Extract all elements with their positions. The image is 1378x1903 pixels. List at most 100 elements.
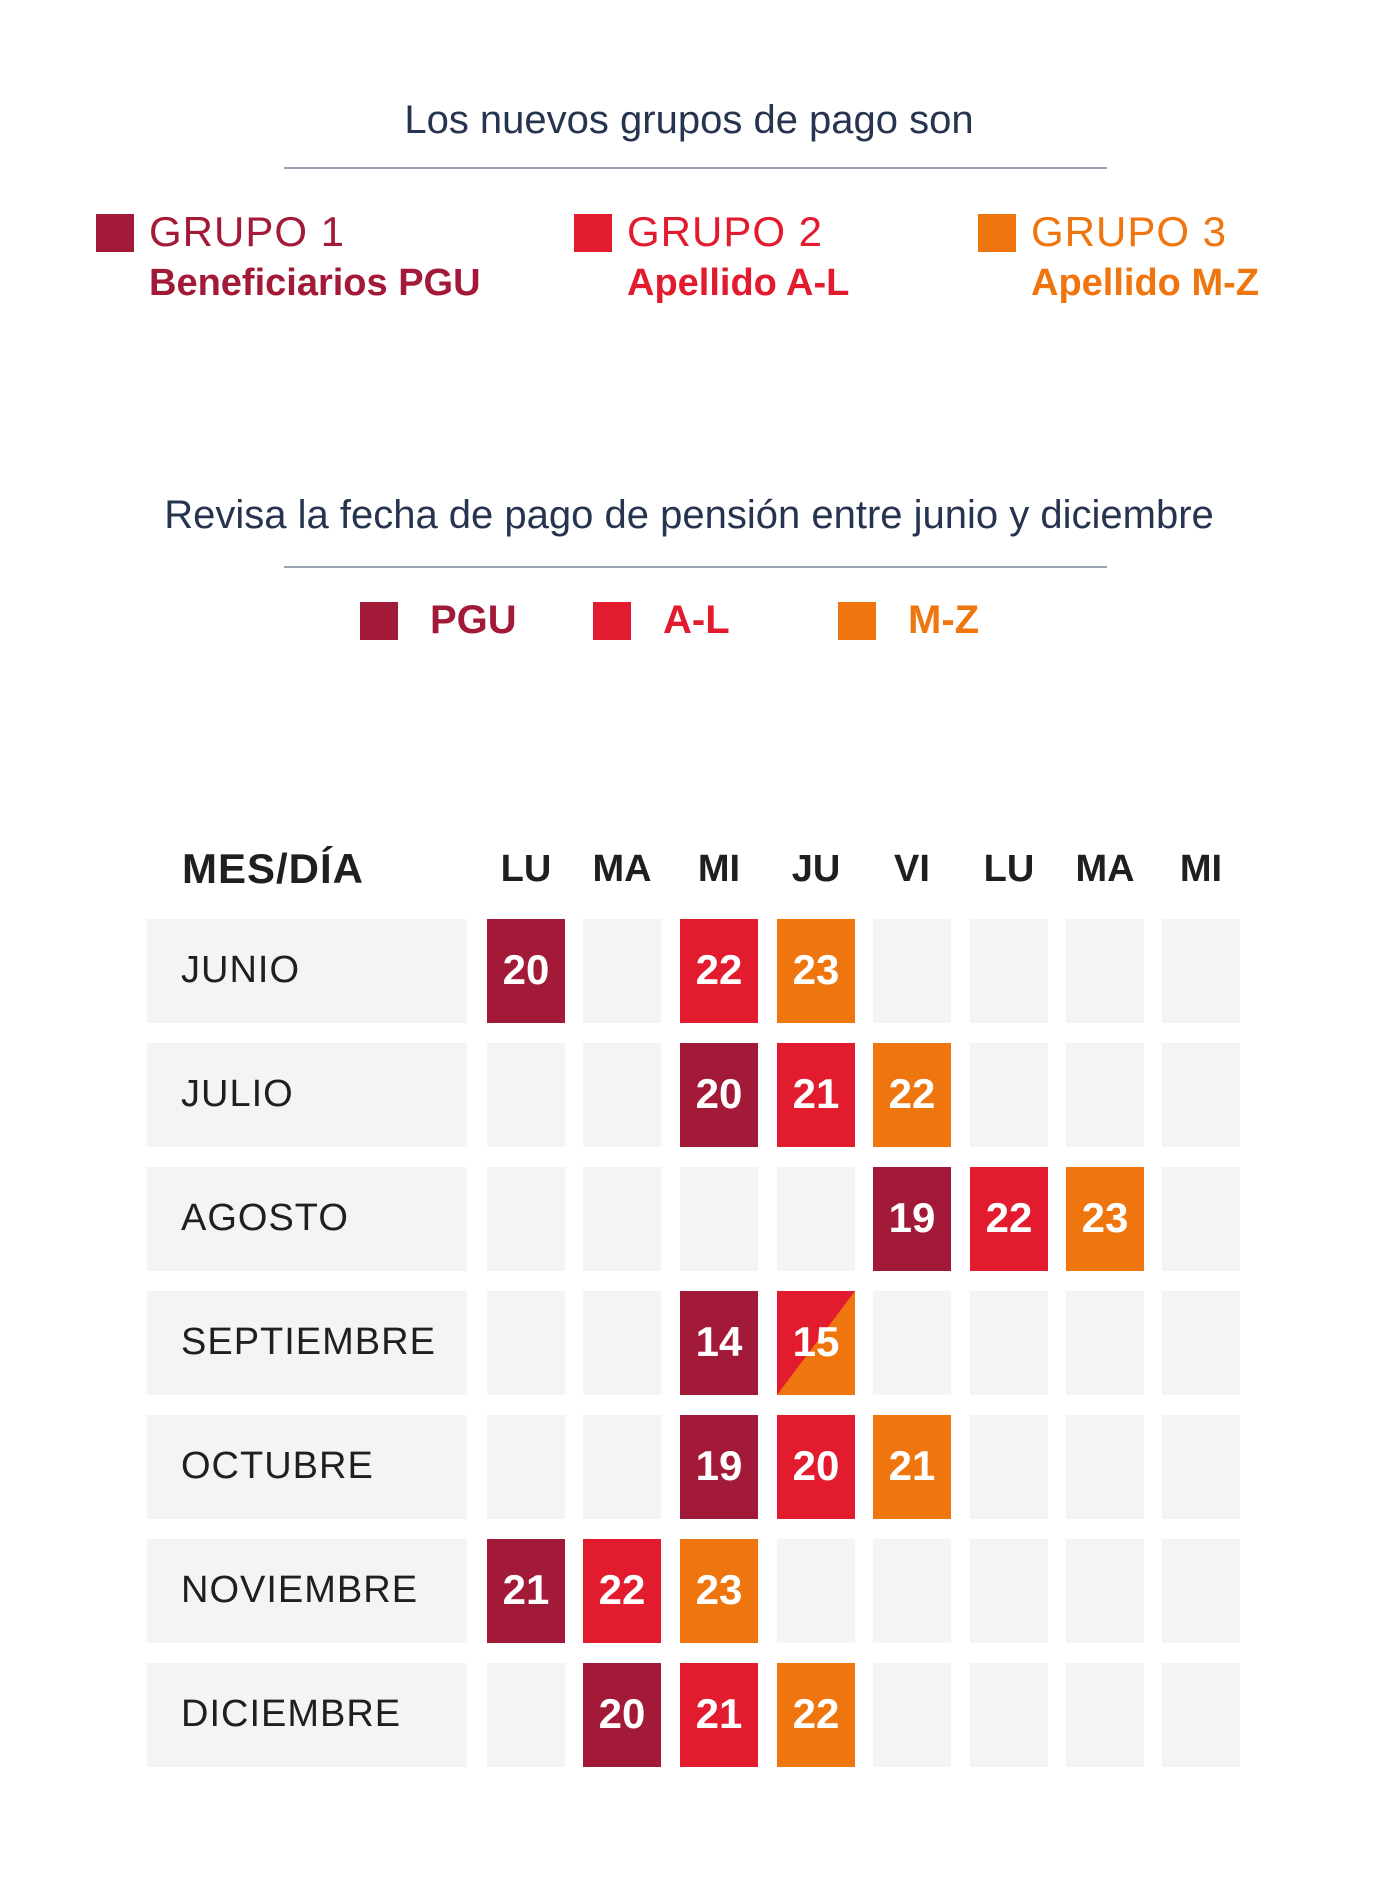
payment-day-cell: 19 [873,1167,951,1271]
calendar-divider [284,566,1107,568]
calendar-title: Revisa la fecha de pago de pensión entre… [164,493,1214,537]
empty-day-cell [1066,1415,1144,1519]
groups-title: Los nuevos grupos de pago son [404,98,974,142]
empty-day-cell [1162,1043,1240,1147]
month-row-label: JULIO [147,1043,467,1147]
legend-swatch [838,602,876,640]
group-color-swatch [574,214,612,252]
payment-day-cell: 20 [777,1415,855,1519]
month-name: NOVIEMBRE [181,1569,419,1611]
empty-day-cell [1066,1539,1144,1643]
day-number: 15 [792,1318,840,1365]
day-number: 19 [888,1194,936,1241]
day-number: 23 [792,946,840,993]
group-description: Beneficiarios PGU [149,262,481,304]
payment-day-cell: 20 [680,1043,758,1147]
payment-day-cell: 15 [777,1291,855,1395]
empty-day-cell [970,1043,1048,1147]
payment-day-cell: 23 [777,919,855,1023]
empty-day-cell [873,919,951,1023]
payment-day-cell: 20 [487,919,565,1023]
empty-day-cell [583,1415,661,1519]
group-color-swatch [978,214,1016,252]
empty-day-cell [487,1043,565,1147]
empty-day-cell [1066,919,1144,1023]
day-number: 22 [985,1194,1033,1241]
payment-day-cell: 14 [680,1291,758,1395]
legend-swatch [593,602,631,640]
groups-divider [284,167,1107,169]
payment-day-cell: 22 [777,1663,855,1767]
empty-day-cell [1066,1043,1144,1147]
day-number: 21 [502,1566,550,1613]
empty-day-cell [583,919,661,1023]
empty-day-cell [970,1415,1048,1519]
payment-day-cell: 20 [583,1663,661,1767]
day-number: 21 [888,1442,936,1489]
month-row-label: OCTUBRE [147,1415,467,1519]
empty-day-cell [680,1167,758,1271]
payment-day-cell: 21 [680,1663,758,1767]
payment-day-cell: 21 [873,1415,951,1519]
payment-day-cell: 22 [873,1043,951,1147]
group-title: GRUPO 3 [1031,208,1228,255]
day-number: 21 [792,1070,840,1117]
day-number: 23 [695,1566,743,1613]
empty-day-cell [873,1291,951,1395]
empty-day-cell [1162,1663,1240,1767]
day-number: 20 [502,946,550,993]
day-number: 23 [1081,1194,1129,1241]
month-name: DICIEMBRE [181,1693,402,1735]
month-day-header: MES/DÍA [182,845,365,892]
payment-day-cell: 19 [680,1415,758,1519]
empty-day-cell [1162,1291,1240,1395]
empty-day-cell [970,1663,1048,1767]
legend-label: PGU [430,598,517,642]
month-row-label: JUNIO [147,919,467,1023]
group-title: GRUPO 2 [627,208,824,255]
day-header: JU [791,848,841,890]
empty-day-cell [487,1291,565,1395]
day-header: MA [1075,848,1135,890]
day-header: MI [697,848,741,890]
month-row-label: SEPTIEMBRE [147,1291,467,1395]
month-name: OCTUBRE [181,1445,374,1487]
payment-day-cell: 22 [680,919,758,1023]
empty-day-cell [1162,1539,1240,1643]
empty-day-cell [1162,1167,1240,1271]
empty-day-cell [1162,1415,1240,1519]
empty-day-cell [583,1291,661,1395]
group-color-swatch [96,214,134,252]
group-description: Apellido A-L [627,262,850,304]
day-number: 22 [792,1690,840,1737]
payment-day-cell: 21 [487,1539,565,1643]
legend-label: M-Z [908,598,980,642]
payment-day-cell: 21 [777,1043,855,1147]
month-name: AGOSTO [181,1197,349,1239]
empty-day-cell [1066,1291,1144,1395]
month-row-label: AGOSTO [147,1167,467,1271]
legend-swatch [360,602,398,640]
payment-day-cell: 23 [680,1539,758,1643]
day-header: MI [1179,848,1223,890]
month-name: SEPTIEMBRE [181,1321,436,1363]
empty-day-cell [487,1663,565,1767]
day-number: 22 [598,1566,646,1613]
empty-day-cell [873,1663,951,1767]
day-number: 19 [695,1442,743,1489]
empty-day-cell [1162,919,1240,1023]
empty-day-cell [970,1539,1048,1643]
empty-day-cell [777,1539,855,1643]
empty-day-cell [487,1167,565,1271]
day-header: VI [894,848,930,890]
day-number: 22 [695,946,743,993]
day-number: 14 [695,1318,743,1365]
day-number: 21 [695,1690,743,1737]
group-description: Apellido M-Z [1031,262,1259,304]
day-header: LU [983,848,1035,890]
empty-day-cell [777,1167,855,1271]
payment-day-cell: 22 [970,1167,1048,1271]
legend-label: A-L [663,598,730,642]
empty-day-cell [873,1539,951,1643]
day-header: LU [500,848,552,890]
